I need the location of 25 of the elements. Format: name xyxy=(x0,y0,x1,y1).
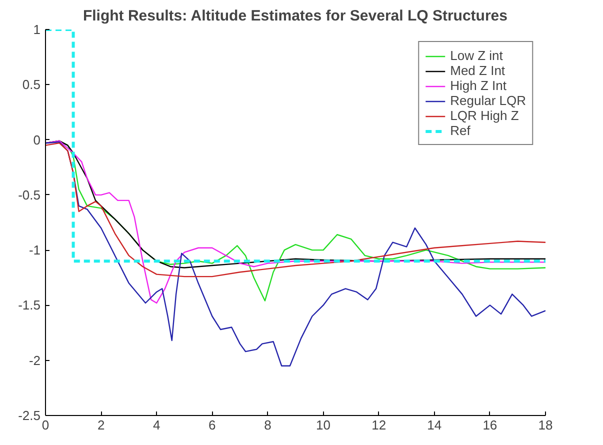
y-tick-label: 1 xyxy=(33,22,41,37)
legend-label: Med Z Int xyxy=(450,63,506,78)
x-tick-label: 4 xyxy=(152,418,160,432)
legend-label: High Z Int xyxy=(450,78,506,93)
y-tick-label: -0.5 xyxy=(18,187,41,202)
legend-label: Ref xyxy=(450,123,470,138)
x-tick-label: 6 xyxy=(208,418,216,432)
chart-title: Flight Results: Altitude Estimates for Several LQ Structures xyxy=(82,8,508,24)
y-tick-label: 0 xyxy=(33,132,41,148)
legend-label: Regular LQR xyxy=(450,93,526,108)
x-tick-label: 14 xyxy=(427,418,442,432)
y-tick-label: 0.5 xyxy=(22,77,41,92)
y-tick-label: -1 xyxy=(28,242,41,258)
x-tick-label: 2 xyxy=(97,418,105,432)
x-tick-label: 10 xyxy=(316,418,331,432)
legend-label: Low Z int xyxy=(450,48,503,63)
x-tick-label: 16 xyxy=(482,418,498,432)
x-tick-label: 8 xyxy=(264,418,272,432)
y-tick-label: -2 xyxy=(28,352,41,368)
legend-label: LQR High Z xyxy=(450,108,519,123)
y-tick-label: -2.5 xyxy=(18,408,41,423)
line-series xyxy=(46,141,546,366)
x-tick-label: 18 xyxy=(538,418,553,432)
x-tick-label: 12 xyxy=(372,418,386,432)
y-tick-label: -1.5 xyxy=(18,298,41,313)
